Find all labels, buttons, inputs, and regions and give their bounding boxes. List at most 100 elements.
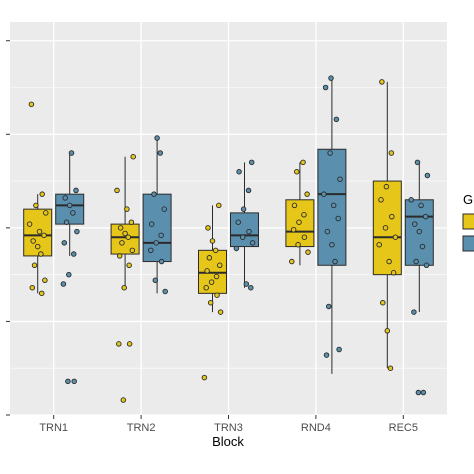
x-tick-label: RND4 bbox=[301, 422, 331, 434]
data-point bbox=[148, 247, 154, 254]
data-point bbox=[126, 262, 132, 269]
data-point bbox=[203, 284, 209, 291]
data-point bbox=[74, 228, 80, 235]
data-point bbox=[329, 241, 335, 248]
data-point bbox=[290, 226, 297, 233]
data-point bbox=[41, 232, 47, 239]
data-point bbox=[383, 183, 390, 190]
box-rec5-group-1 bbox=[372, 79, 402, 371]
legend-title: G bbox=[463, 192, 473, 207]
data-point bbox=[205, 225, 211, 231]
data-point bbox=[418, 202, 424, 209]
data-point bbox=[294, 168, 300, 175]
data-point bbox=[323, 352, 330, 358]
data-point bbox=[384, 328, 391, 334]
data-point bbox=[28, 101, 35, 108]
data-point bbox=[126, 341, 133, 347]
data-point bbox=[214, 292, 220, 298]
data-point bbox=[36, 228, 43, 235]
data-point bbox=[415, 389, 422, 396]
data-point bbox=[380, 299, 386, 306]
data-point bbox=[414, 159, 421, 166]
data-point bbox=[31, 262, 38, 269]
data-point bbox=[207, 299, 214, 306]
data-point bbox=[73, 187, 79, 194]
data-point bbox=[26, 221, 33, 227]
data-point bbox=[30, 238, 36, 244]
box-trn2-group-2 bbox=[142, 135, 172, 295]
data-point bbox=[245, 187, 252, 194]
data-point bbox=[378, 197, 384, 203]
box-trn3-group-1 bbox=[198, 202, 227, 381]
y-axis-ticks bbox=[6, 40, 10, 416]
data-point bbox=[29, 284, 36, 291]
data-point bbox=[161, 206, 168, 212]
x-tick-label: TRN2 bbox=[127, 422, 156, 434]
data-point bbox=[333, 116, 340, 123]
data-point bbox=[151, 191, 157, 197]
data-point bbox=[413, 258, 419, 265]
data-point bbox=[304, 191, 310, 197]
box-plot-marks bbox=[23, 75, 434, 403]
data-point bbox=[70, 251, 77, 257]
data-point bbox=[71, 378, 77, 385]
data-point bbox=[122, 230, 128, 237]
data-point bbox=[43, 210, 49, 216]
data-point bbox=[389, 213, 395, 220]
data-point bbox=[387, 365, 394, 371]
data-point bbox=[300, 159, 306, 166]
data-point bbox=[326, 303, 332, 310]
data-point bbox=[327, 150, 333, 156]
data-point bbox=[216, 202, 222, 209]
data-point bbox=[70, 210, 76, 216]
data-point bbox=[390, 270, 397, 276]
data-point bbox=[248, 284, 254, 291]
data-point bbox=[204, 268, 210, 274]
data-point bbox=[420, 389, 427, 396]
data-point bbox=[61, 240, 68, 246]
legend: G bbox=[462, 192, 474, 252]
data-point bbox=[206, 255, 213, 261]
data-point bbox=[158, 232, 164, 239]
box-iqr bbox=[142, 193, 172, 263]
data-point bbox=[152, 277, 159, 284]
data-point bbox=[116, 341, 122, 347]
data-point bbox=[125, 234, 131, 240]
box-trn2-group-1 bbox=[110, 153, 140, 403]
data-point bbox=[154, 135, 160, 141]
data-point bbox=[330, 202, 337, 209]
data-point bbox=[120, 397, 127, 403]
data-point bbox=[376, 241, 382, 248]
data-point bbox=[34, 243, 41, 250]
data-point bbox=[240, 206, 247, 212]
box-trn1-group-1 bbox=[23, 101, 53, 297]
data-point bbox=[379, 79, 385, 85]
data-point bbox=[157, 150, 163, 156]
data-point bbox=[328, 75, 334, 81]
data-point bbox=[128, 219, 135, 225]
data-point bbox=[408, 197, 414, 203]
data-point bbox=[116, 253, 123, 259]
data-point bbox=[236, 168, 242, 175]
data-point bbox=[321, 191, 327, 197]
data-point bbox=[162, 288, 168, 295]
data-point bbox=[419, 243, 426, 250]
data-point bbox=[63, 219, 70, 225]
box-trn3-group-2 bbox=[230, 159, 259, 291]
data-point bbox=[337, 176, 343, 182]
data-point bbox=[248, 159, 255, 166]
data-point bbox=[322, 84, 329, 91]
box-rnd4-group-2 bbox=[317, 75, 347, 374]
x-axis-ticks: TRN1 TRN2 TRN3 RND4 REC5 bbox=[39, 415, 418, 434]
data-point bbox=[416, 228, 423, 235]
data-point bbox=[158, 258, 165, 265]
x-tick-label: TRN1 bbox=[39, 422, 68, 434]
data-point bbox=[68, 150, 75, 156]
box-iqr bbox=[55, 193, 85, 225]
data-point bbox=[249, 240, 256, 246]
data-point bbox=[60, 281, 67, 287]
data-point bbox=[66, 271, 72, 278]
legend-key-group-2 bbox=[462, 235, 474, 252]
data-point bbox=[335, 215, 341, 222]
data-point bbox=[422, 213, 429, 220]
